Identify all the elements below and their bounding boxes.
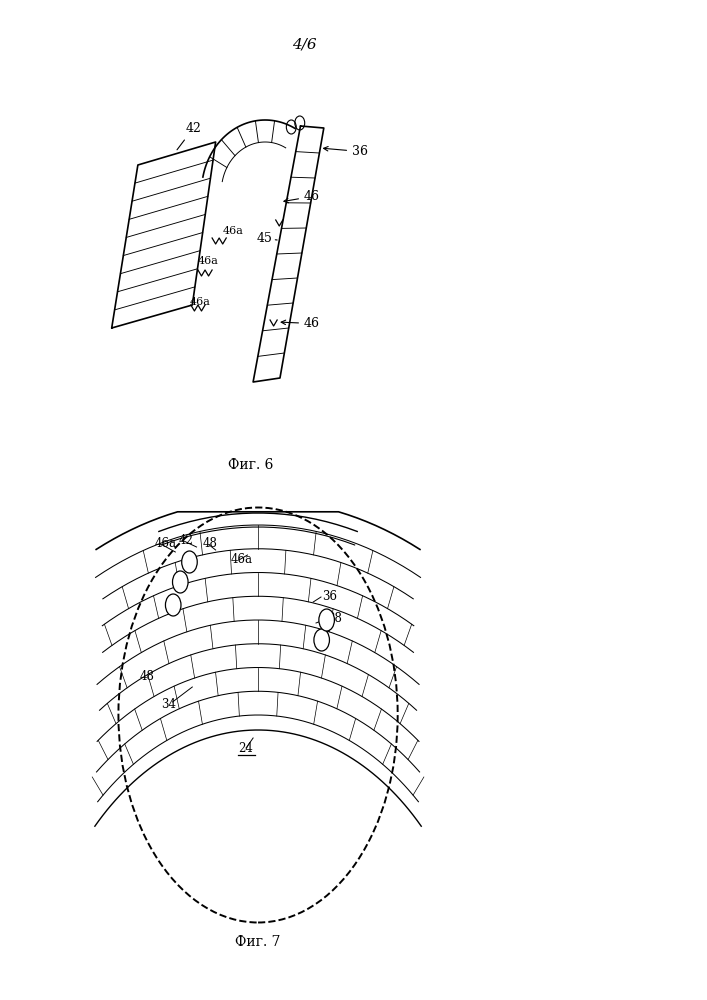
Circle shape [165, 594, 181, 616]
Circle shape [319, 609, 334, 631]
Text: 45: 45 [257, 232, 277, 245]
Text: 46a: 46a [189, 297, 211, 307]
Text: Фиг. 6: Фиг. 6 [228, 458, 274, 472]
Circle shape [182, 551, 197, 573]
Text: 46: 46 [281, 317, 320, 330]
Text: 46a: 46a [198, 256, 219, 266]
Text: 36: 36 [322, 590, 337, 603]
Text: 36: 36 [324, 145, 368, 158]
Text: 46a: 46a [223, 226, 244, 236]
Text: Фиг. 7: Фиг. 7 [235, 935, 281, 949]
Text: 46a: 46a [154, 537, 176, 550]
Text: 42: 42 [178, 534, 193, 547]
Circle shape [173, 571, 188, 593]
Circle shape [314, 629, 329, 651]
Text: 48: 48 [202, 537, 217, 550]
Text: 4/6: 4/6 [292, 38, 316, 52]
Text: 34: 34 [161, 698, 176, 711]
Text: 46a: 46a [230, 553, 252, 566]
Text: 46: 46 [284, 190, 320, 203]
Text: 48: 48 [140, 670, 155, 683]
Text: 38: 38 [327, 612, 341, 625]
Text: 24: 24 [238, 742, 254, 755]
Text: 42: 42 [177, 122, 201, 150]
